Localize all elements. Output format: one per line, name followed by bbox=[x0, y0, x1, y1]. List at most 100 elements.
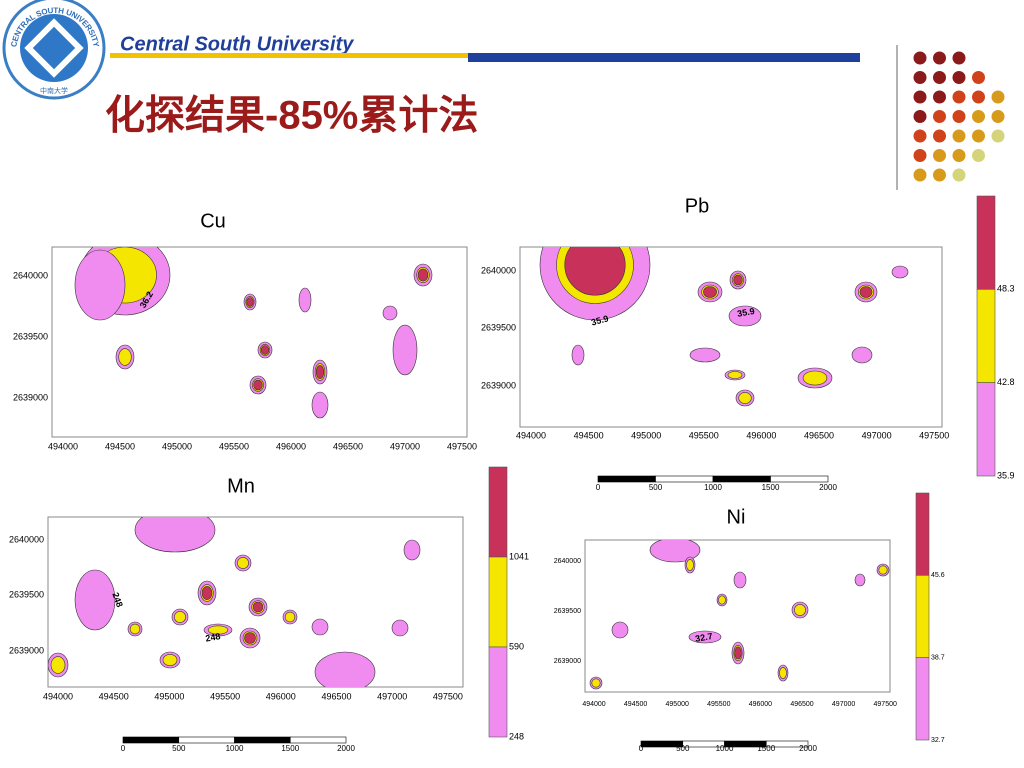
anomaly-mid bbox=[207, 625, 229, 635]
y-tick-label: 2640000 bbox=[9, 534, 44, 544]
header-bar-blue bbox=[468, 53, 860, 62]
scale-label: 0 bbox=[121, 744, 126, 753]
dot bbox=[913, 149, 927, 162]
x-tick-label: 495500 bbox=[689, 430, 719, 440]
dot bbox=[991, 110, 1005, 123]
scale-label: 1500 bbox=[757, 744, 775, 753]
legend-swatch bbox=[488, 556, 508, 648]
dot bbox=[913, 110, 927, 123]
anomaly-mid bbox=[237, 557, 249, 569]
anomaly-core bbox=[315, 365, 325, 379]
dot bbox=[991, 90, 1005, 104]
x-tick-label: 494500 bbox=[99, 691, 129, 701]
scale-label: 1000 bbox=[716, 744, 734, 753]
anomaly-mid bbox=[794, 604, 806, 616]
anomaly-mid bbox=[118, 348, 132, 366]
contour-label: 35.9 bbox=[736, 306, 755, 319]
scale-label: 500 bbox=[649, 483, 663, 492]
anomaly-outer bbox=[571, 344, 585, 366]
anomaly-mid bbox=[878, 565, 888, 575]
legend-swatch bbox=[976, 289, 996, 383]
anomalies bbox=[74, 247, 433, 419]
x-tick-label: 494500 bbox=[105, 441, 135, 451]
y-tick-label: 2640000 bbox=[13, 270, 48, 280]
map-label: Pb bbox=[685, 195, 709, 217]
x-tick-label: 496500 bbox=[321, 691, 351, 701]
y-tick-label: 2639500 bbox=[481, 322, 516, 332]
x-tick-label: 496500 bbox=[333, 441, 363, 451]
scale-label: 1000 bbox=[226, 744, 244, 753]
scale-segment bbox=[289, 736, 347, 744]
dot bbox=[933, 129, 946, 143]
dot bbox=[913, 71, 927, 84]
scale-segment bbox=[655, 475, 714, 483]
x-tick-label: 497000 bbox=[390, 441, 420, 451]
anomalies bbox=[539, 247, 909, 407]
anomaly-mid bbox=[162, 654, 178, 666]
x-tick-label: 497000 bbox=[377, 691, 407, 701]
anomaly-outer bbox=[733, 571, 747, 589]
legend-swatch bbox=[976, 195, 996, 290]
logo-mark bbox=[24, 18, 84, 78]
map-label: Cu bbox=[200, 210, 226, 232]
legend-label: 38.7 bbox=[931, 655, 945, 662]
scale-segment bbox=[597, 475, 656, 483]
dot bbox=[933, 168, 946, 182]
anomaly-mid bbox=[738, 392, 752, 404]
dot bbox=[972, 149, 985, 162]
scale-label: 0 bbox=[596, 483, 601, 492]
legend-label: 1041 bbox=[509, 551, 529, 561]
x-tick-label: 494000 bbox=[43, 691, 73, 701]
contour-map: Pb 2640000 2639500 2639000 494000 494500 49500… bbox=[481, 195, 1015, 492]
x-tick-label: 496000 bbox=[749, 701, 772, 708]
anomaly-core bbox=[244, 632, 256, 644]
legend-swatch bbox=[976, 382, 996, 477]
anomaly-outer bbox=[311, 391, 329, 419]
slide-title: 化探结果-85%累计法 bbox=[105, 94, 478, 138]
scale-label: 500 bbox=[172, 744, 186, 753]
x-tick-label: 496500 bbox=[790, 701, 813, 708]
anomaly-outer bbox=[611, 621, 629, 639]
y-tick-label: 2639000 bbox=[13, 392, 48, 402]
anomaly-mid bbox=[591, 678, 601, 688]
anomaly-outer bbox=[74, 249, 126, 321]
anomaly-outer bbox=[74, 569, 116, 631]
anomaly-outer bbox=[891, 265, 909, 279]
legend-label: 590 bbox=[509, 641, 524, 651]
anomaly-outer bbox=[649, 540, 701, 563]
anomaly-core bbox=[201, 586, 213, 600]
anomaly-core bbox=[260, 345, 270, 355]
anomaly-core bbox=[734, 646, 742, 660]
x-tick-label: 496000 bbox=[276, 441, 306, 451]
dot bbox=[991, 129, 1005, 143]
anomaly-outer bbox=[382, 305, 398, 321]
legend-swatch bbox=[915, 575, 930, 658]
dot bbox=[933, 149, 946, 162]
anomaly-core bbox=[417, 268, 429, 282]
header-bar-yellow bbox=[110, 53, 518, 58]
dot bbox=[952, 110, 966, 123]
scale-segment bbox=[122, 736, 180, 744]
anomaly-mid bbox=[129, 623, 141, 635]
anomaly-mid bbox=[174, 611, 186, 623]
dot bbox=[913, 90, 927, 104]
legend-label: 48.3 bbox=[997, 284, 1015, 294]
dot bbox=[952, 90, 966, 104]
anomaly-outer bbox=[403, 539, 421, 561]
dot bbox=[972, 129, 985, 143]
anomaly-outer bbox=[298, 287, 312, 313]
x-tick-label: 494500 bbox=[624, 701, 647, 708]
contour-label: 35.9 bbox=[590, 313, 610, 327]
dot bbox=[933, 90, 946, 104]
x-tick-label: 497500 bbox=[433, 691, 463, 701]
scale-segment bbox=[234, 736, 291, 744]
dot bbox=[952, 149, 966, 162]
x-tick-label: 496500 bbox=[804, 430, 834, 440]
scale-label: 1000 bbox=[704, 483, 722, 492]
dot bbox=[952, 51, 966, 65]
contour-label: 32.7 bbox=[694, 631, 713, 644]
anomaly-outer bbox=[728, 305, 762, 327]
y-tick-label: 2639000 bbox=[554, 658, 581, 665]
anomaly-core bbox=[246, 297, 254, 307]
